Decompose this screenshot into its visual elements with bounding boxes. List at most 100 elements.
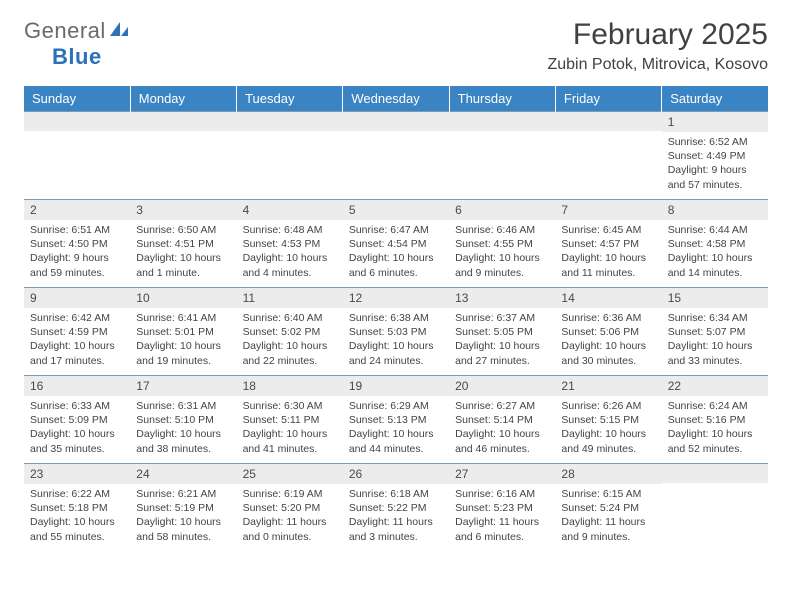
day-number: 10 <box>130 288 236 308</box>
day-details: Sunrise: 6:48 AMSunset: 4:53 PMDaylight:… <box>237 220 343 284</box>
day-number: 19 <box>343 376 449 396</box>
day-number: 9 <box>24 288 130 308</box>
header: General Blue February 2025 Zubin Potok, … <box>24 18 768 74</box>
calendar-day-cell: 7Sunrise: 6:45 AMSunset: 4:57 PMDaylight… <box>555 200 661 288</box>
sail-icon <box>108 20 130 43</box>
logo-text: General Blue <box>24 18 130 70</box>
logo-text-blue: Blue <box>52 44 102 69</box>
calendar-day-cell: 4Sunrise: 6:48 AMSunset: 4:53 PMDaylight… <box>237 200 343 288</box>
day-number <box>237 112 343 131</box>
calendar-day-cell: 3Sunrise: 6:50 AMSunset: 4:51 PMDaylight… <box>130 200 236 288</box>
calendar-week-row: 23Sunrise: 6:22 AMSunset: 5:18 PMDayligh… <box>24 464 768 552</box>
day-number: 28 <box>555 464 661 484</box>
day-details: Sunrise: 6:31 AMSunset: 5:10 PMDaylight:… <box>130 396 236 460</box>
day-details: Sunrise: 6:18 AMSunset: 5:22 PMDaylight:… <box>343 484 449 548</box>
day-number: 7 <box>555 200 661 220</box>
calendar-day-cell <box>662 464 768 552</box>
day-details: Sunrise: 6:22 AMSunset: 5:18 PMDaylight:… <box>24 484 130 548</box>
day-details: Sunrise: 6:44 AMSunset: 4:58 PMDaylight:… <box>662 220 768 284</box>
day-details: Sunrise: 6:36 AMSunset: 5:06 PMDaylight:… <box>555 308 661 372</box>
calendar-day-cell: 24Sunrise: 6:21 AMSunset: 5:19 PMDayligh… <box>130 464 236 552</box>
calendar-day-cell: 10Sunrise: 6:41 AMSunset: 5:01 PMDayligh… <box>130 288 236 376</box>
day-details: Sunrise: 6:15 AMSunset: 5:24 PMDaylight:… <box>555 484 661 548</box>
weekday-header: Thursday <box>449 86 555 112</box>
day-number: 3 <box>130 200 236 220</box>
day-number: 27 <box>449 464 555 484</box>
day-number <box>449 112 555 131</box>
day-details: Sunrise: 6:26 AMSunset: 5:15 PMDaylight:… <box>555 396 661 460</box>
day-details: Sunrise: 6:52 AMSunset: 4:49 PMDaylight:… <box>662 132 768 196</box>
day-details: Sunrise: 6:50 AMSunset: 4:51 PMDaylight:… <box>130 220 236 284</box>
calendar-day-cell: 17Sunrise: 6:31 AMSunset: 5:10 PMDayligh… <box>130 376 236 464</box>
day-number: 23 <box>24 464 130 484</box>
day-details: Sunrise: 6:41 AMSunset: 5:01 PMDaylight:… <box>130 308 236 372</box>
day-number: 1 <box>662 112 768 132</box>
day-details: Sunrise: 6:33 AMSunset: 5:09 PMDaylight:… <box>24 396 130 460</box>
calendar-day-cell: 18Sunrise: 6:30 AMSunset: 5:11 PMDayligh… <box>237 376 343 464</box>
day-number: 18 <box>237 376 343 396</box>
day-details: Sunrise: 6:27 AMSunset: 5:14 PMDaylight:… <box>449 396 555 460</box>
day-number <box>555 112 661 131</box>
calendar-day-cell: 8Sunrise: 6:44 AMSunset: 4:58 PMDaylight… <box>662 200 768 288</box>
calendar-day-cell: 2Sunrise: 6:51 AMSunset: 4:50 PMDaylight… <box>24 200 130 288</box>
calendar-week-row: 2Sunrise: 6:51 AMSunset: 4:50 PMDaylight… <box>24 200 768 288</box>
calendar-day-cell: 5Sunrise: 6:47 AMSunset: 4:54 PMDaylight… <box>343 200 449 288</box>
day-number: 17 <box>130 376 236 396</box>
weekday-header: Sunday <box>24 86 130 112</box>
calendar-day-cell: 12Sunrise: 6:38 AMSunset: 5:03 PMDayligh… <box>343 288 449 376</box>
day-details: Sunrise: 6:19 AMSunset: 5:20 PMDaylight:… <box>237 484 343 548</box>
day-details: Sunrise: 6:47 AMSunset: 4:54 PMDaylight:… <box>343 220 449 284</box>
day-number: 14 <box>555 288 661 308</box>
day-number: 5 <box>343 200 449 220</box>
day-details: Sunrise: 6:21 AMSunset: 5:19 PMDaylight:… <box>130 484 236 548</box>
calendar-week-row: 16Sunrise: 6:33 AMSunset: 5:09 PMDayligh… <box>24 376 768 464</box>
day-number: 25 <box>237 464 343 484</box>
day-details: Sunrise: 6:30 AMSunset: 5:11 PMDaylight:… <box>237 396 343 460</box>
day-details: Sunrise: 6:51 AMSunset: 4:50 PMDaylight:… <box>24 220 130 284</box>
location: Zubin Potok, Mitrovica, Kosovo <box>547 56 768 74</box>
day-details: Sunrise: 6:34 AMSunset: 5:07 PMDaylight:… <box>662 308 768 372</box>
weekday-header: Saturday <box>662 86 768 112</box>
calendar-day-cell <box>555 112 661 200</box>
calendar-table: Sunday Monday Tuesday Wednesday Thursday… <box>24 86 768 552</box>
day-number: 21 <box>555 376 661 396</box>
calendar-day-cell: 26Sunrise: 6:18 AMSunset: 5:22 PMDayligh… <box>343 464 449 552</box>
day-number <box>343 112 449 131</box>
day-details: Sunrise: 6:45 AMSunset: 4:57 PMDaylight:… <box>555 220 661 284</box>
calendar-day-cell: 9Sunrise: 6:42 AMSunset: 4:59 PMDaylight… <box>24 288 130 376</box>
weekday-header: Wednesday <box>343 86 449 112</box>
day-number: 12 <box>343 288 449 308</box>
day-number: 16 <box>24 376 130 396</box>
day-details: Sunrise: 6:16 AMSunset: 5:23 PMDaylight:… <box>449 484 555 548</box>
calendar-day-cell: 14Sunrise: 6:36 AMSunset: 5:06 PMDayligh… <box>555 288 661 376</box>
day-number: 26 <box>343 464 449 484</box>
day-number: 24 <box>130 464 236 484</box>
day-number: 11 <box>237 288 343 308</box>
weekday-header: Tuesday <box>237 86 343 112</box>
calendar-day-cell: 6Sunrise: 6:46 AMSunset: 4:55 PMDaylight… <box>449 200 555 288</box>
day-number <box>24 112 130 131</box>
calendar-day-cell: 15Sunrise: 6:34 AMSunset: 5:07 PMDayligh… <box>662 288 768 376</box>
title-block: February 2025 Zubin Potok, Mitrovica, Ko… <box>547 18 768 74</box>
day-number: 15 <box>662 288 768 308</box>
day-number: 20 <box>449 376 555 396</box>
day-number: 13 <box>449 288 555 308</box>
calendar-day-cell: 13Sunrise: 6:37 AMSunset: 5:05 PMDayligh… <box>449 288 555 376</box>
calendar-day-cell <box>343 112 449 200</box>
day-number: 6 <box>449 200 555 220</box>
calendar-day-cell: 11Sunrise: 6:40 AMSunset: 5:02 PMDayligh… <box>237 288 343 376</box>
calendar-day-cell <box>449 112 555 200</box>
day-number: 22 <box>662 376 768 396</box>
calendar-day-cell <box>130 112 236 200</box>
calendar-day-cell <box>237 112 343 200</box>
day-number <box>662 464 768 483</box>
month-title: February 2025 <box>547 18 768 52</box>
day-details: Sunrise: 6:42 AMSunset: 4:59 PMDaylight:… <box>24 308 130 372</box>
day-details: Sunrise: 6:29 AMSunset: 5:13 PMDaylight:… <box>343 396 449 460</box>
calendar-day-cell: 28Sunrise: 6:15 AMSunset: 5:24 PMDayligh… <box>555 464 661 552</box>
calendar-day-cell: 23Sunrise: 6:22 AMSunset: 5:18 PMDayligh… <box>24 464 130 552</box>
calendar-day-cell: 22Sunrise: 6:24 AMSunset: 5:16 PMDayligh… <box>662 376 768 464</box>
day-number: 2 <box>24 200 130 220</box>
calendar-week-row: 1Sunrise: 6:52 AMSunset: 4:49 PMDaylight… <box>24 112 768 200</box>
day-details: Sunrise: 6:46 AMSunset: 4:55 PMDaylight:… <box>449 220 555 284</box>
